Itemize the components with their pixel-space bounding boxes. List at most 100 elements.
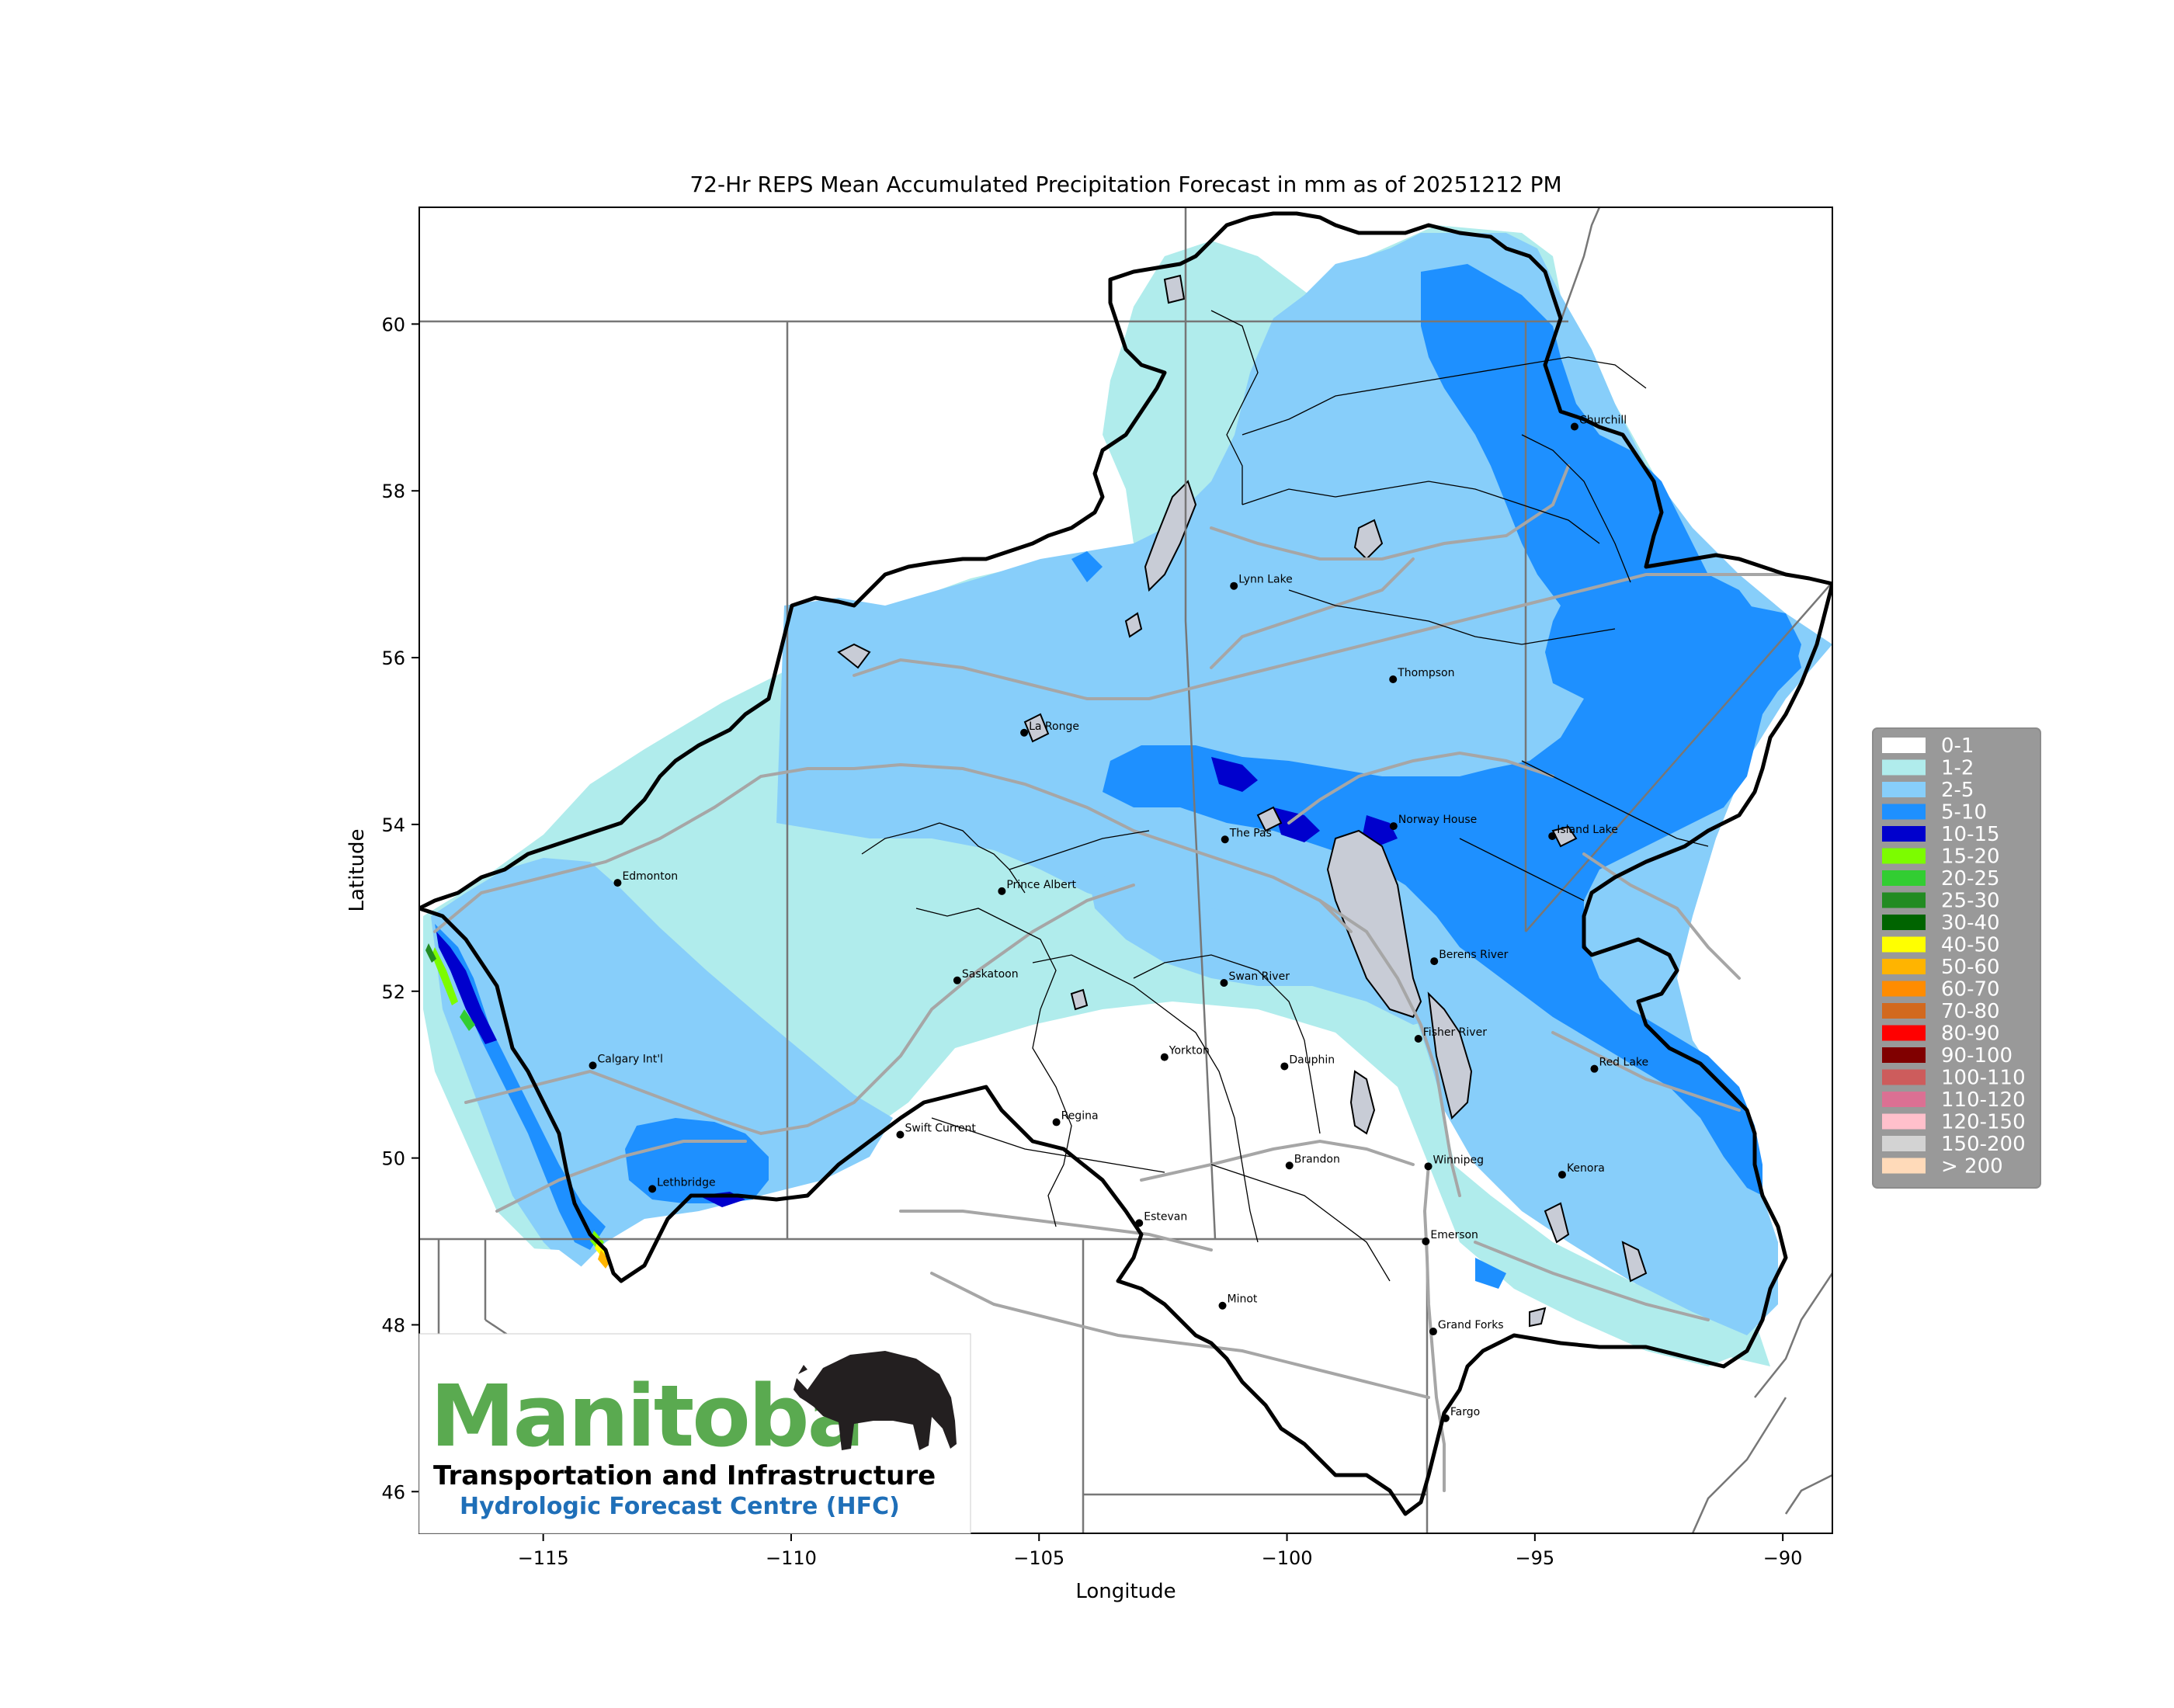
city-label: Yorkton [1169,1045,1210,1057]
city-dot [1558,1171,1566,1179]
legend-label: 70-80 [1941,1000,2000,1023]
legend-swatch [1882,1003,1926,1019]
city-dot [1160,1053,1169,1061]
legend-label: 10-15 [1941,823,2000,846]
city-label: Lethbridge [657,1176,715,1189]
city-label: Fisher River [1423,1026,1487,1039]
legend-swatch [1882,1113,1926,1130]
precip-field-5-10 [435,264,1801,1289]
legend-swatch [1882,1136,1926,1151]
city-dot [953,976,961,984]
city-dot [1389,675,1398,684]
legend-label: 20-25 [1941,867,2000,890]
city-dot [1441,1414,1450,1422]
city-label: Grand Forks [1438,1319,1504,1331]
legend-label: 80-90 [1941,1022,2000,1046]
city-dot [613,879,622,887]
city-dot [1548,831,1557,840]
legend-label: 50-60 [1941,956,2000,979]
legend-label: 150-200 [1941,1133,2026,1156]
legend-label: 1-2 [1941,757,1974,780]
legend-label: 120-150 [1941,1111,2026,1134]
legend-swatch [1882,826,1926,842]
city-label: Island Lake [1557,824,1618,836]
legend-swatch [1882,1025,1926,1041]
legend-label: 40-50 [1941,934,2000,957]
legend-swatch [1882,959,1926,974]
legend-swatch [1882,1092,1926,1107]
city-dot [896,1130,905,1139]
legend-swatch [1882,1158,1926,1174]
city-dot [1280,1062,1289,1071]
y-tick-label: 54 [381,814,405,836]
city-dot [648,1185,657,1193]
legend-label: 100-110 [1941,1067,2026,1090]
city-dot [1422,1238,1430,1246]
y-tick-label: 56 [381,647,405,669]
city-label: La Ronge [1029,720,1079,733]
legend-label: 5-10 [1941,801,1987,824]
x-tick-label: −95 [1516,1547,1555,1569]
city-label: Dauphin [1289,1054,1335,1066]
legend-label: 60-70 [1941,978,2000,1002]
sub-basin-boundaries [861,310,1709,1282]
city-label: Swan River [1228,970,1290,983]
city-dot [1389,822,1398,831]
legend-swatch [1882,782,1926,797]
city-label: Thompson [1397,667,1454,679]
city-label: Calgary Int'l [598,1053,663,1065]
city-dot [998,887,1006,895]
city-dot [1052,1118,1061,1127]
x-tick-label: −110 [766,1547,817,1569]
city-dot [1430,957,1439,966]
x-axis-label: Longitude [1075,1580,1176,1603]
logo-line1: Transportation and Infrastructure [433,1460,936,1491]
legend-label: 0-1 [1941,734,1974,758]
city-label: The Pas [1229,827,1272,839]
city-label: Winnipeg [1433,1154,1484,1166]
legend-swatch [1882,738,1926,753]
legend-label: 25-30 [1941,890,2000,913]
y-tick-label: 46 [381,1481,405,1503]
city-label: Prince Albert [1006,879,1076,891]
legend-swatch [1882,1069,1926,1085]
x-tick-label: −90 [1763,1547,1803,1569]
city-dot [1221,835,1229,844]
lakes [837,274,1648,1328]
legend-swatch [1882,804,1926,820]
map-frame [418,207,1833,1534]
city-label: Fargo [1450,1406,1480,1418]
logo-wordmark: Manitoba [430,1366,863,1466]
logo-line2: Hydrologic Forecast Centre (HFC) [460,1493,900,1520]
x-axis-ticks: −115 −110 −105 −100 −95 −90 [518,1533,1803,1569]
city-label: Emerson [1430,1229,1478,1241]
city-dot [1570,422,1578,431]
y-axis-ticks: 46 48 50 52 54 56 58 60 [381,314,419,1503]
x-tick-label: −115 [518,1547,569,1569]
legend-swatch [1882,936,1926,953]
city-dot [1220,979,1228,988]
city-dot [1230,581,1238,590]
x-tick-label: −105 [1013,1547,1064,1569]
basin-outline [419,211,1832,1516]
city-label: Kenora [1567,1162,1605,1175]
legend-label: 90-100 [1941,1044,2013,1068]
manitoba-logo: Manitoba Transportation and Infrastructu… [418,1333,971,1534]
city-dot [1429,1328,1437,1336]
legend-label: > 200 [1941,1155,2003,1179]
legend-label: 30-40 [1941,911,2000,935]
city-label: Norway House [1398,814,1477,826]
city-label: Saskatoon [962,968,1019,981]
y-axis-label: Latitude [346,828,369,911]
city-markers: Churchill Lynn Lake Thompson La Ronge The Pa… [589,415,1648,1422]
city-label: Swift Current [905,1123,976,1135]
y-tick-label: 48 [381,1314,405,1336]
legend-swatch [1882,759,1926,776]
city-label: Estevan [1144,1210,1187,1223]
y-tick-label: 60 [381,314,405,335]
city-dot [1590,1064,1599,1073]
city-dot [589,1061,597,1070]
map-content [419,207,1832,1533]
city-label: Minot [1228,1293,1258,1306]
